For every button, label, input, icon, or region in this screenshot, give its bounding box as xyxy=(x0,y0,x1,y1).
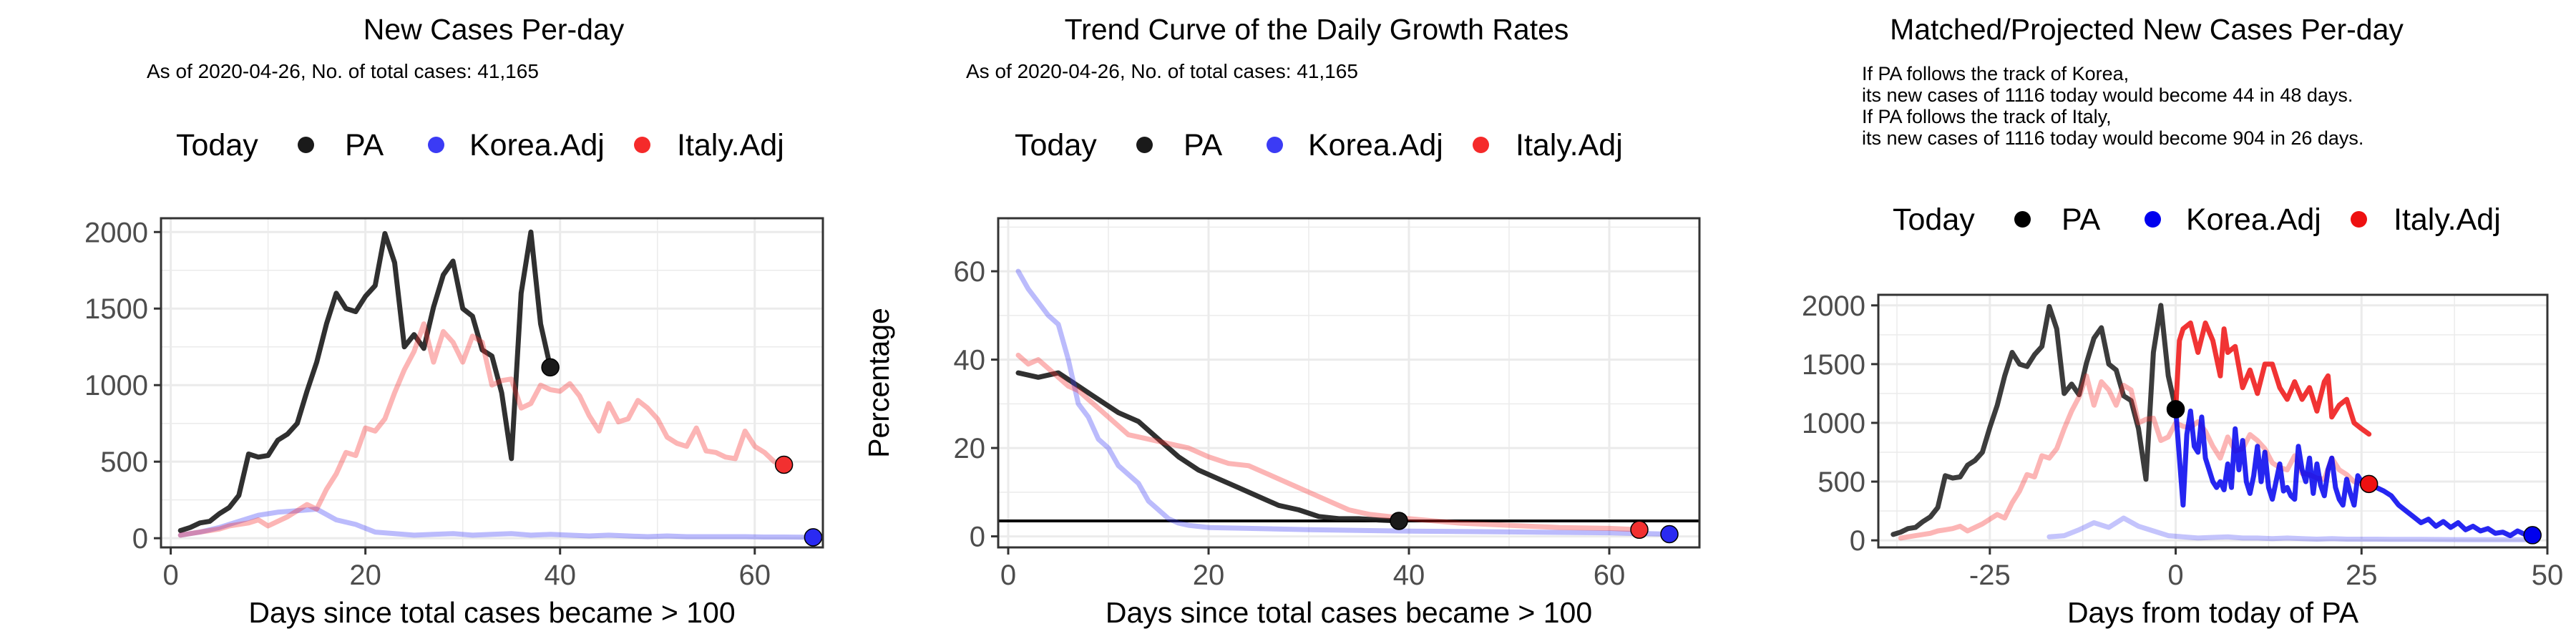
x-tick-label: 20 xyxy=(1193,560,1225,591)
y-tick-label: 1500 xyxy=(84,293,148,325)
legend-title: Today xyxy=(176,128,258,162)
series-line-korea-adj xyxy=(2046,515,2535,542)
legend-korea-label: Korea.Adj xyxy=(1308,128,1443,162)
x-axis-label: Days since total cases became > 100 xyxy=(248,596,735,629)
legend-pa-label: PA xyxy=(345,128,384,162)
legend-title: Today xyxy=(1015,128,1097,162)
legend-pa-dot xyxy=(298,137,314,153)
panel-1-subtitle: As of 2020-04-26, No. of total cases: 41… xyxy=(147,60,539,82)
today-marker-korea-adj xyxy=(1660,525,1679,544)
legend-title: Today xyxy=(1893,203,1975,237)
today-marker-korea-adj xyxy=(804,528,823,547)
legend-italy-dot xyxy=(1473,137,1489,153)
x-axis-label: Days since total cases became > 100 xyxy=(1106,596,1592,629)
legend-pa-dot xyxy=(1136,137,1153,153)
x-tick-label: 40 xyxy=(1393,560,1425,591)
series-line-pa xyxy=(1015,370,1402,524)
legend-pa-dot xyxy=(2014,211,2031,228)
x-tick-label: 0 xyxy=(162,560,178,591)
panel-1-chart: 0 20 40 60 0 500 1000 1500 2000 Days since total … xyxy=(84,217,824,629)
panel-projected: Matched/Projected New Cases Per-day If P… xyxy=(1717,0,2576,644)
x-tick-label: 40 xyxy=(544,560,576,591)
today-marker-pa xyxy=(541,358,560,377)
projection-note-3: If PA follows the track of Italy, xyxy=(1862,106,2112,127)
x-tick-label: 60 xyxy=(739,560,771,591)
panel-2-subtitle: As of 2020-04-26, No. of total cases: 41… xyxy=(966,60,1358,82)
series-line-pa xyxy=(1890,303,2179,537)
y-axis-label: Percentage xyxy=(862,308,895,458)
legend-italy-dot xyxy=(634,137,650,153)
series-line-italy-projection xyxy=(2173,320,2372,437)
panel-3-title: Matched/Projected New Cases Per-day xyxy=(1890,13,2404,46)
today-marker-pa xyxy=(2166,400,2185,419)
today-marker-italy-adj xyxy=(1630,520,1649,540)
projection-note-1: If PA follows the track of Korea, xyxy=(1862,63,2129,84)
legend-pa-label: PA xyxy=(1184,128,1223,162)
y-tick-label: 500 xyxy=(100,447,148,478)
y-tick-label: 0 xyxy=(132,523,148,555)
plot-border xyxy=(997,217,1701,549)
y-tick-label: 1000 xyxy=(1802,408,1865,439)
legend-italy-dot xyxy=(2351,211,2367,228)
x-tick-label: 60 xyxy=(1594,560,1626,591)
series-line-korea-projection xyxy=(2173,406,2535,539)
x-tick-label: 25 xyxy=(2346,560,2378,591)
legend-korea-label: Korea.Adj xyxy=(2186,203,2321,237)
y-tick-label: 0 xyxy=(970,522,985,553)
panel-1-title: New Cases Per-day xyxy=(363,13,625,46)
projection-note-2: its new cases of 1116 today would become… xyxy=(1862,84,2353,106)
legend-korea-dot xyxy=(2145,211,2161,228)
legend-pa-label: PA xyxy=(2062,203,2101,237)
y-tick-label: 1500 xyxy=(1802,349,1865,381)
panel-2-title: Trend Curve of the Daily Growth Rates xyxy=(1064,13,1569,46)
panel-1-plot: 0 20 40 60 0 500 1000 1500 2000 Days since total … xyxy=(84,217,824,629)
today-marker-pa xyxy=(1390,512,1408,530)
series-line-italy-adj xyxy=(1015,352,1642,532)
legend-italy-label: Italy.Adj xyxy=(1516,128,1623,162)
series-line-pa xyxy=(177,229,553,533)
y-tick-label: 2000 xyxy=(84,217,148,248)
x-axis-label: Days from today of PA xyxy=(2067,596,2359,629)
y-tick-label: 0 xyxy=(1850,525,1865,557)
series-line-italy-adj xyxy=(1898,373,2364,541)
x-tick-label: 20 xyxy=(349,560,381,591)
y-tick-label: 40 xyxy=(954,345,986,376)
legend-korea-label: Korea.Adj xyxy=(469,128,605,162)
plot-border xyxy=(160,217,824,549)
legend-italy-label: Italy.Adj xyxy=(2394,203,2501,237)
y-tick-label: 2000 xyxy=(1802,291,1865,322)
today-marker-italy-adj xyxy=(2359,474,2379,494)
y-tick-label: 60 xyxy=(954,256,986,288)
series-line-korea-adj xyxy=(1015,268,1672,537)
panel-new-cases: New Cases Per-day As of 2020-04-26, No. … xyxy=(0,0,859,644)
y-tick-label: 500 xyxy=(1818,467,1865,498)
y-tick-label: 1000 xyxy=(84,370,148,401)
series-line-korea-adj xyxy=(177,507,816,540)
legend-italy-label: Italy.Adj xyxy=(677,128,784,162)
projection-note-4: its new cases of 1116 today would become… xyxy=(1862,127,2364,149)
series-line-italy-adj xyxy=(177,321,787,538)
today-marker-italy-adj xyxy=(774,455,794,474)
x-tick-label: 0 xyxy=(1000,560,1016,591)
panel-growth-rates: Trend Curve of the Daily Growth Rates As… xyxy=(859,0,1717,644)
plot-border xyxy=(1877,293,2549,549)
x-tick-label: -25 xyxy=(1969,560,2011,591)
legend-korea-dot xyxy=(1267,137,1283,153)
y-tick-label: 20 xyxy=(954,433,986,464)
legend-korea-dot xyxy=(428,137,444,153)
x-tick-label: 50 xyxy=(2532,560,2564,591)
x-tick-label: 0 xyxy=(2167,560,2183,591)
today-marker-korea-adj xyxy=(2523,526,2542,545)
